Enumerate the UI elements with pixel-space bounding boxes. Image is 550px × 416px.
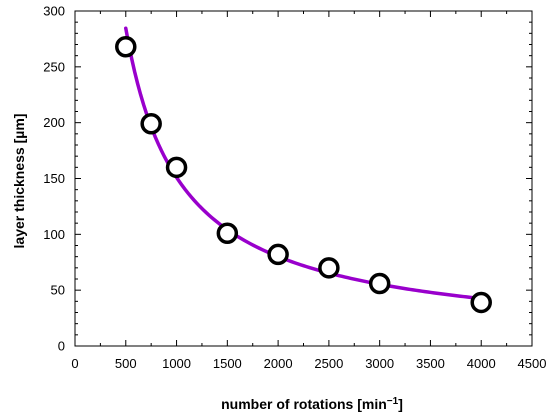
x-tick-label: 0 <box>71 356 78 371</box>
y-tick-label: 200 <box>43 115 65 130</box>
y-tick-label: 100 <box>43 227 65 242</box>
y-tick-label: 50 <box>51 283 65 298</box>
data-points <box>115 35 492 314</box>
x-tick-label: 2000 <box>264 356 293 371</box>
data-point <box>368 272 391 295</box>
tick-labels: 0 500 1000 1500 2000 2500 3000 3500 4000 4500 0 50 1… <box>43 4 546 372</box>
x-tick-label: 500 <box>115 356 137 371</box>
data-point <box>140 113 162 135</box>
y-axis-label: layer thickness [µm] <box>11 114 27 249</box>
ticks <box>74 10 533 347</box>
y-tick-label: 0 <box>58 339 65 354</box>
x-tick-label: 1000 <box>162 356 191 371</box>
data-point <box>318 257 340 279</box>
data-point <box>115 35 137 58</box>
x-axis-label-exponent: −1 <box>387 396 399 407</box>
data-point <box>267 243 289 266</box>
fit-curve <box>124 26 483 301</box>
x-tick-label: 4000 <box>467 356 496 371</box>
data-point <box>470 291 492 314</box>
y-tick-label: 300 <box>43 4 65 19</box>
y-tick-label: 250 <box>43 59 65 74</box>
x-tick-label: 4500 <box>518 356 547 371</box>
x-axis-label: number of rotations [min−1] <box>221 396 403 413</box>
x-tick-label: 3000 <box>365 356 394 371</box>
data-point <box>165 156 188 179</box>
x-tick-label: 1500 <box>213 356 242 371</box>
data-point <box>216 222 239 244</box>
x-tick-label: 2500 <box>314 356 343 371</box>
x-axis-label-main: number of rotations [min <box>221 396 387 412</box>
x-axis-label-end: ] <box>398 396 403 412</box>
x-tick-label: 3500 <box>416 356 445 371</box>
y-tick-label: 150 <box>43 171 65 186</box>
